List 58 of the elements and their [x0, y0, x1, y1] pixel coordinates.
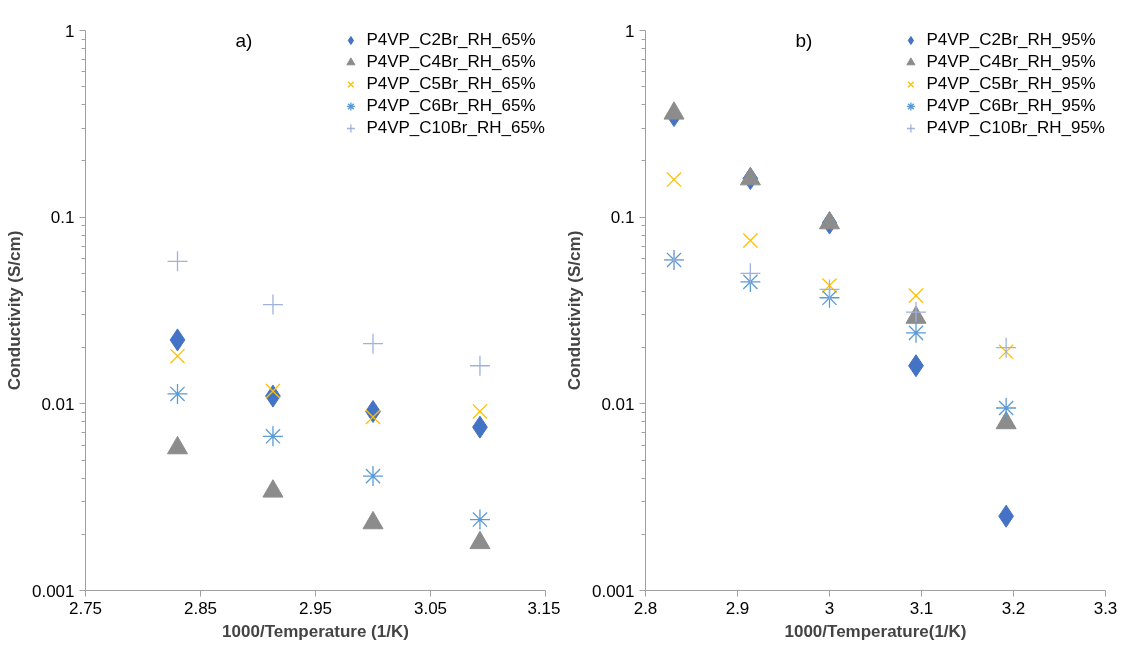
- point: [908, 287, 924, 304]
- legend-label: P4VP_C4Br_RH_65%: [366, 52, 536, 72]
- point: [166, 383, 189, 405]
- point: [362, 465, 384, 487]
- x-tick-label: 3.3: [1093, 598, 1118, 618]
- legend-label: P4VP_C5Br_RH_95%: [926, 74, 1096, 94]
- y-tick-label: 0.1: [50, 208, 75, 228]
- y-tick-label: 0.001: [31, 581, 75, 601]
- x-tick-label: 2.8: [633, 598, 658, 618]
- legend-label: P4VP_C6Br_RH_95%: [926, 96, 1096, 116]
- point: [742, 232, 759, 249]
- y-tick-label: 0.01: [41, 394, 75, 414]
- point: [995, 397, 1017, 419]
- y-tick-label: 0.001: [591, 581, 635, 601]
- point: [365, 409, 381, 425]
- chart-title: a): [235, 29, 253, 51]
- y-axis-title: Conductivity (S/cm): [4, 230, 24, 391]
- y-tick-label: 0.1: [610, 208, 635, 228]
- x-axis-title: 1000/Temperature (1/K): [222, 621, 409, 641]
- y-tick-label: 0.01: [601, 394, 635, 414]
- legend-label: P4VP_C5Br_RH_65%: [366, 74, 536, 94]
- point: [818, 278, 841, 301]
- legend-label: P4VP_C2Br_RH_95%: [926, 30, 1096, 50]
- point: [169, 348, 186, 364]
- legend-label: P4VP_C2Br_RH_65%: [366, 30, 536, 50]
- point: [739, 262, 762, 285]
- x-tick-label: 3.2: [1001, 598, 1026, 618]
- point: [166, 250, 189, 272]
- x-axis-title: 1000/Temperature(1/K): [784, 621, 967, 641]
- x-tick-label: 3: [824, 598, 835, 618]
- point: [469, 508, 491, 531]
- y-axis-title: Conductivity (S/cm): [564, 230, 584, 391]
- x-tick-label: 2.75: [68, 598, 103, 618]
- point: [666, 171, 682, 188]
- x-tick-label: 3.05: [413, 598, 448, 618]
- x-tick-label: 2.9: [725, 598, 750, 618]
- point: [262, 293, 284, 316]
- x-tick-label: 2.95: [298, 598, 333, 618]
- point: [995, 336, 1017, 359]
- point: [998, 344, 1014, 360]
- point: [472, 403, 488, 420]
- point: [905, 322, 927, 344]
- legend-label: P4VP_C10Br_RH_65%: [366, 118, 545, 138]
- point: [262, 425, 284, 447]
- y-tick-label: 1: [625, 21, 635, 41]
- x-tick-label: 3.1: [909, 598, 934, 618]
- chart-title: b): [795, 29, 813, 51]
- point: [821, 277, 838, 294]
- y-tick-label: 1: [65, 21, 75, 41]
- legend-label: P4VP_C10Br_RH_95%: [926, 118, 1105, 138]
- point: [265, 383, 281, 399]
- point: [169, 328, 186, 352]
- legend-label: P4VP_C4Br_RH_95%: [926, 52, 1096, 72]
- point: [362, 333, 384, 355]
- point: [469, 355, 491, 377]
- legend-label: P4VP_C6Br_RH_65%: [366, 96, 536, 116]
- x-tick-label: 2.85: [183, 598, 218, 618]
- x-tick-label: 3.15: [527, 598, 561, 618]
